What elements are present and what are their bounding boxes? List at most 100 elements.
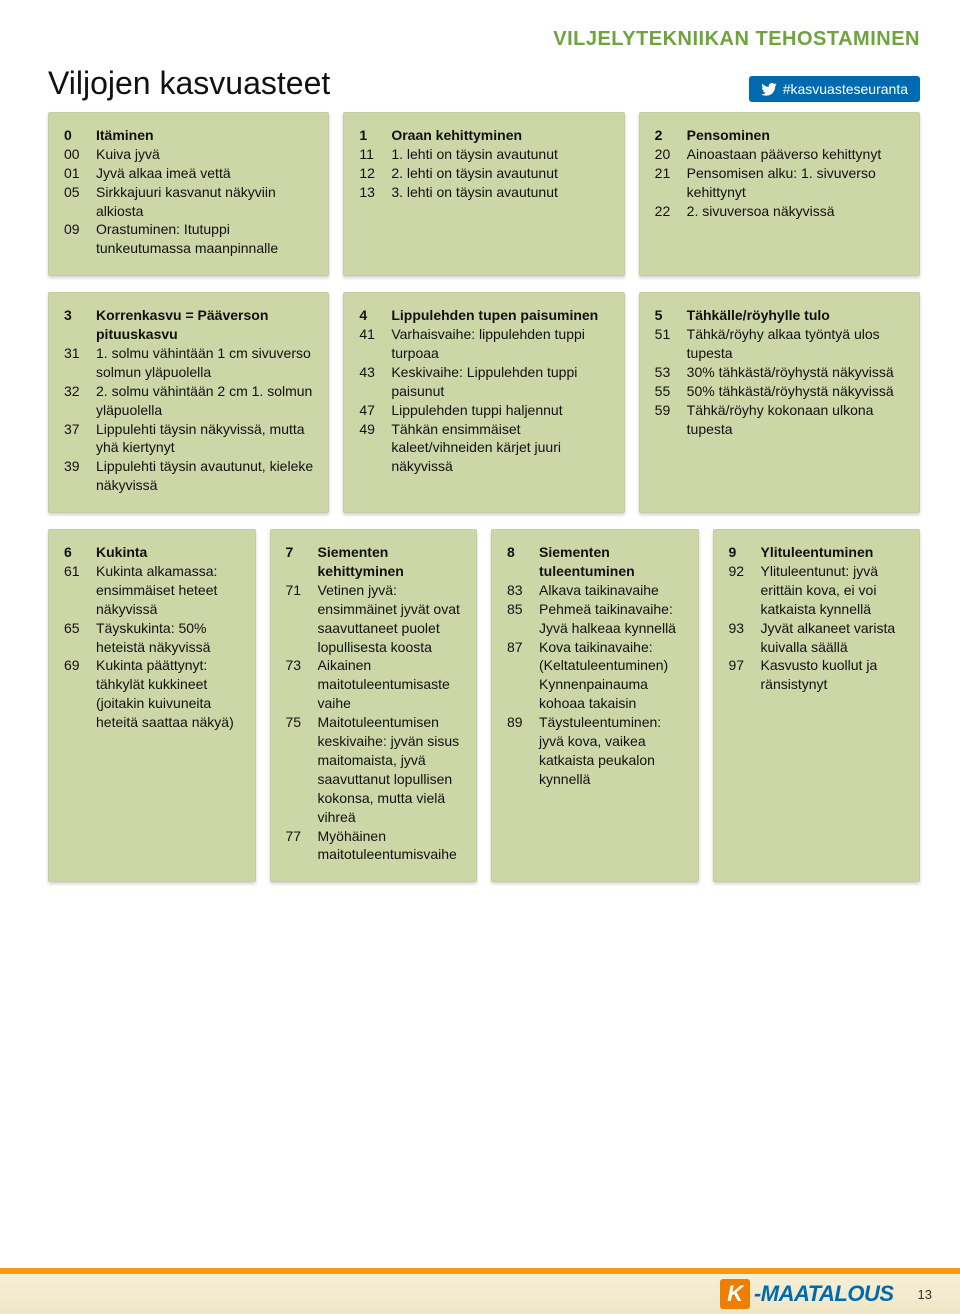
stage-label: Maitotuleentumisen keskivaihe: jyvän sis… xyxy=(318,713,462,826)
stage-code: 2 xyxy=(655,126,679,145)
stage-code: 47 xyxy=(359,401,383,420)
stage-code: 20 xyxy=(655,145,679,164)
stage-entry: 75Maitotuleentumisen keskivaihe: jyvän s… xyxy=(286,713,462,826)
stage-entry: 47 Lippulehden tuppi haljennut xyxy=(359,401,608,420)
stage-entry: 61Kukinta alkamassa: ensimmäiset heteet … xyxy=(64,562,240,619)
card-row: 0Itäminen00Kuiva jyvä01Jyvä alkaa imeä v… xyxy=(48,112,920,276)
stage-label: Kasvusto kuollut ja ränsistynyt xyxy=(761,656,905,694)
stage-entry: 322. solmu vähintään 2 cm 1. solmun yläp… xyxy=(64,382,313,420)
stage-entry: 1Oraan kehittyminen xyxy=(359,126,608,145)
stage-card: 7Siementen kehittyminen71Vetinen jyvä: e… xyxy=(270,529,478,882)
twitter-icon xyxy=(761,83,777,96)
stage-code: 21 xyxy=(655,164,679,202)
stage-code: 22 xyxy=(655,202,679,221)
stage-label: Itäminen xyxy=(96,126,313,145)
stage-code: 12 xyxy=(359,164,383,183)
stage-entry: 69Kukinta päättynyt: tähkylät kukkineet … xyxy=(64,656,240,732)
stage-card: 5Tähkälle/röyhylle tulo51Tähkä/röyhy alk… xyxy=(639,292,920,513)
stage-entry: 5Tähkälle/röyhylle tulo xyxy=(655,306,904,325)
stage-entry: 92Ylituleentunut: jyvä erittäin kova, ei… xyxy=(729,562,905,619)
stage-code: 01 xyxy=(64,164,88,183)
stage-entry: 65Täyskukinta: 50% heteistä näkyvissä xyxy=(64,619,240,657)
stage-code: 37 xyxy=(64,420,88,458)
stage-code: 92 xyxy=(729,562,753,619)
stage-code: 6 xyxy=(64,543,88,562)
stage-label: Kukinta päättynyt: tähkylät kukkineet (j… xyxy=(96,656,240,732)
stage-label: Tähkä/röyhy kokonaan ulkona tupesta xyxy=(687,401,904,439)
stage-entry: 20 Ainoastaan pääverso kehittynyt xyxy=(655,145,904,164)
stage-label: Aikainen maitotuleentumisaste vaihe xyxy=(318,656,462,713)
stage-label: Lippulehden tuppi haljennut xyxy=(391,401,608,420)
stage-label: Kukinta xyxy=(96,543,240,562)
stage-code: 3 xyxy=(64,306,88,344)
stage-entry: 71Vetinen jyvä: ensimmäinet jyvät ovat s… xyxy=(286,581,462,657)
stage-code: 83 xyxy=(507,581,531,600)
stage-label: 2. lehti on täysin avautunut xyxy=(391,164,608,183)
stage-label: 1. solmu vähintään 1 cm sivuverso solmun… xyxy=(96,344,313,382)
stage-label: Varhaisvaihe: lippulehden tuppi turpoaa xyxy=(391,325,608,363)
stage-code: 05 xyxy=(64,183,88,221)
stage-code: 55 xyxy=(655,382,679,401)
stage-entry: 09Orastuminen: Itutuppi tunkeutumassa ma… xyxy=(64,220,313,258)
stage-label: Oraan kehittyminen xyxy=(391,126,608,145)
stage-entry: 51Tähkä/röyhy alkaa työntyä ulos tupesta xyxy=(655,325,904,363)
stage-code: 89 xyxy=(507,713,531,789)
stage-code: 43 xyxy=(359,363,383,401)
stage-code: 93 xyxy=(729,619,753,657)
stage-code: 61 xyxy=(64,562,88,619)
stage-card: 2Pensominen20 Ainoastaan pääverso kehitty… xyxy=(639,112,920,276)
stage-entry: 87Kova taikinavaihe: (Keltatuleentuminen… xyxy=(507,638,683,714)
stage-code: 51 xyxy=(655,325,679,363)
stage-entry: 77Myöhäinen maitotuleentumisvaihe xyxy=(286,827,462,865)
stage-code: 7 xyxy=(286,543,310,581)
stage-entry: 39Lippulehti täysin avautunut, kieleke n… xyxy=(64,457,313,495)
stage-code: 00 xyxy=(64,145,88,164)
stage-label: Lippulehden tupen paisuminen xyxy=(391,306,608,325)
stage-entry: 3Korrenkasvu = Pääverson pituuskasvu xyxy=(64,306,313,344)
stage-entry: 311. solmu vähintään 1 cm sivuverso solm… xyxy=(64,344,313,382)
stage-label: Tähkälle/röyhylle tulo xyxy=(687,306,904,325)
brand-logo: K -MAATALOUS xyxy=(720,1279,894,1309)
stage-code: 75 xyxy=(286,713,310,826)
stage-label: Siementen kehittyminen xyxy=(318,543,462,581)
stage-label: Sirkkajuuri kasvanut näkyviin alkiosta xyxy=(96,183,313,221)
stage-card: 3Korrenkasvu = Pääverson pituuskasvu311.… xyxy=(48,292,329,513)
stage-entry: 4Lippulehden tupen paisuminen xyxy=(359,306,608,325)
stage-entry: 2Pensominen xyxy=(655,126,904,145)
stage-card: 6 Kukinta61Kukinta alkamassa: ensimmäiset… xyxy=(48,529,256,882)
page-title: Viljojen kasvuasteet xyxy=(48,65,330,102)
stage-card: 8Siementen tuleentuminen83Alkava taikina… xyxy=(491,529,699,882)
stage-label: Täystuleentuminen: jyvä kova, vaikea kat… xyxy=(539,713,683,789)
stage-label: Täyskukinta: 50% heteistä näkyvissä xyxy=(96,619,240,657)
stage-entry: 222. sivuversoa näkyvissä xyxy=(655,202,904,221)
stage-code: 32 xyxy=(64,382,88,420)
stage-label: 2. solmu vähintään 2 cm 1. solmun yläpuo… xyxy=(96,382,313,420)
stage-entry: 05Sirkkajuuri kasvanut näkyviin alkiosta xyxy=(64,183,313,221)
stage-entry: 85Pehmeä taikinavaihe: Jyvä halkeaa kynn… xyxy=(507,600,683,638)
section-tag: VILJELYTEKNIIKAN TEHOSTAMINEN xyxy=(48,28,920,51)
page-number: 13 xyxy=(918,1287,932,1302)
stage-code: 59 xyxy=(655,401,679,439)
stage-code: 0 xyxy=(64,126,88,145)
stage-card: 0Itäminen00Kuiva jyvä01Jyvä alkaa imeä v… xyxy=(48,112,329,276)
stage-entry: 97Kasvusto kuollut ja ränsistynyt xyxy=(729,656,905,694)
stage-code: 53 xyxy=(655,363,679,382)
stage-label: Ainoastaan pääverso kehittynyt xyxy=(687,145,904,164)
stage-label: Lippulehti täysin avautunut, kieleke näk… xyxy=(96,457,313,495)
hashtag-badge: #kasvuasteseuranta xyxy=(749,76,920,102)
stage-label: Pehmeä taikinavaihe: Jyvä halkeaa kynnel… xyxy=(539,600,683,638)
stage-card: 4Lippulehden tupen paisuminen41Varhaisva… xyxy=(343,292,624,513)
stage-label: Korrenkasvu = Pääverson pituuskasvu xyxy=(96,306,313,344)
stage-code: 97 xyxy=(729,656,753,694)
stage-entry: 12 2. lehti on täysin avautunut xyxy=(359,164,608,183)
stage-entry: 9Ylituleentuminen xyxy=(729,543,905,562)
stage-label: Jyvä alkaa imeä vettä xyxy=(96,164,313,183)
stage-entry: 21Pensomisen alku: 1. sivuverso kehittyn… xyxy=(655,164,904,202)
stage-entry: 5550% tähkästä/röyhystä näkyvissä xyxy=(655,382,904,401)
stage-entry: 37Lippulehti täysin näkyvissä, mutta yhä… xyxy=(64,420,313,458)
stage-entry: 133. lehti on täysin avautunut xyxy=(359,183,608,202)
stage-label: Ylituleentuminen xyxy=(761,543,905,562)
stage-entry: 0 Itäminen xyxy=(64,126,313,145)
stage-code: 31 xyxy=(64,344,88,382)
stage-label: 3. lehti on täysin avautunut xyxy=(391,183,608,202)
